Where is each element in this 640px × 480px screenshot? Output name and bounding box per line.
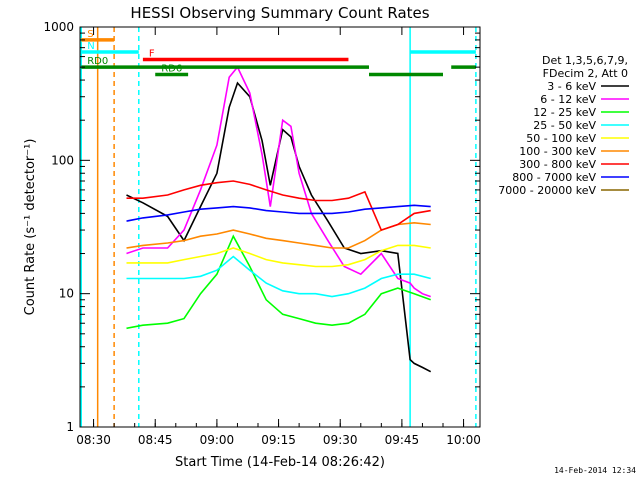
legend-label-6: 300 - 800 keV [519,158,596,171]
plot-frame [79,26,481,428]
series-line-3 [126,255,431,298]
legend-label-1: 6 - 12 keV [540,93,596,106]
series-line-1 [126,65,431,298]
y-tick-label-0: 1 [66,420,74,434]
flag-label-1: N [87,41,94,52]
timestamp: 14-Feb-2014 12:34 [554,466,636,475]
x-tick-label-1: 08:45 [138,433,173,447]
legend-label-5: 100 - 300 keV [519,145,596,158]
x-axis: 08:30 08:45 09:00 09:15 09:30 09:45 10:00 [76,27,481,447]
legend-label-4: 50 - 100 keV [526,132,596,145]
x-tick-label-4: 09:30 [323,433,358,447]
y-tick-label-3: 1000 [43,20,74,34]
y-axis: 1 10 100 1000 [43,20,480,434]
series-line-0 [126,81,432,373]
flag-label-4: RD0 [87,56,108,67]
legend-header-1: FDecim 2, Att 0 [543,67,628,80]
legend-label-3: 25 - 50 keV [533,119,596,132]
series-lines [126,65,432,373]
series-line-7 [126,204,431,222]
y-axis-label: Count Rate (s⁻¹ detector⁻¹) [23,139,38,316]
y-tick-label-2: 100 [51,153,74,167]
vertical-markers [80,27,477,427]
legend: Det 1,3,5,6,7,9,FDecim 2, Att 03 - 6 keV… [498,54,629,197]
legend-header-0: Det 1,3,5,6,7,9, [542,54,628,67]
x-tick-label-2: 09:00 [200,433,235,447]
flag-label-0: S [87,29,93,40]
legend-label-7: 800 - 7000 keV [512,171,596,184]
series-line-4 [126,244,431,268]
x-axis-label: Start Time (14-Feb-14 08:26:42) [175,455,385,470]
flag-bars: SN F RD0 RD6 [81,29,476,77]
x-tick-label-0: 08:30 [76,433,111,447]
series-line-2 [126,234,431,330]
x-tick-label-5: 09:45 [385,433,420,447]
legend-label-2: 12 - 25 keV [533,106,596,119]
y-tick-label-1: 10 [59,287,74,301]
x-tick-label-6: 10:00 [446,433,481,447]
chart-title: HESSI Observing Summary Count Rates [130,4,429,22]
flag-label-3: F [149,49,155,60]
x-tick-label-3: 09:15 [261,433,296,447]
series-line-6 [126,180,431,232]
flag-label-6: RD6 [161,64,182,75]
legend-label-0: 3 - 6 keV [547,80,596,93]
legend-label-8: 7000 - 20000 keV [498,184,596,197]
